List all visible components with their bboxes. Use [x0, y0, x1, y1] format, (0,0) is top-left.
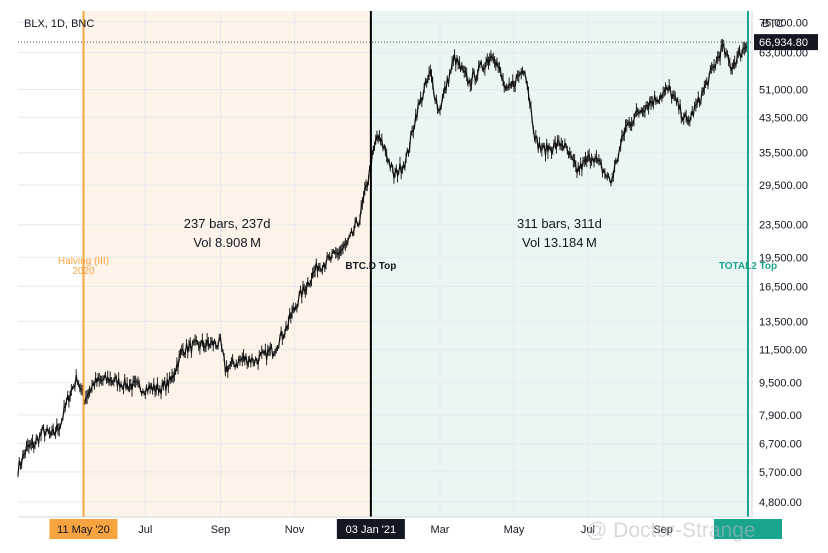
y-tick-label: 13,500.00 [759, 316, 808, 328]
x-highlight-teal [714, 519, 782, 539]
series-layer [17, 36, 752, 478]
range-shade [83, 11, 371, 517]
halving-label: 2020 [72, 266, 95, 277]
total2-top-label: TOTAL2 Top [719, 261, 777, 272]
y-tick-label: 43,500.00 [759, 112, 808, 124]
x-tick-label: Sep [653, 524, 673, 536]
x-tick-label: 03 Jan '21 [346, 524, 396, 536]
y-tick-label: 75,000.00 [759, 17, 808, 29]
y-tick-label: 23,500.00 [759, 220, 808, 232]
x-tick-label: Jul [138, 524, 152, 536]
x-tick-label: Nov [285, 524, 305, 536]
range-shade [370, 11, 748, 517]
price-line [17, 41, 749, 475]
x-tick-label: Sep [211, 524, 231, 536]
y-tick-label: 5,700.00 [759, 467, 802, 479]
x-highlight-orange [49, 519, 118, 539]
range-bars-label: 237 bars, 237d [184, 216, 271, 231]
vertical-lines-layer: Halving (III)2020 BTC.D Top TOTAL2 Top [58, 11, 777, 517]
currency-label: BTC [762, 18, 784, 30]
range-volume-label: Vol 8.908 M [193, 235, 261, 250]
last-price-badge [754, 34, 818, 51]
axis-layer: 75,000.00 63,000.00 51,000.00 43,500.00 35,5… [18, 11, 818, 539]
y-tick-label: 7,900.00 [759, 410, 802, 422]
range-labels-layer: 237 bars, 237d Vol 8.908 M 311 bars, 311d V… [184, 216, 602, 250]
x-tick-label: Mar [431, 524, 450, 536]
x-tick-label: May [504, 524, 525, 536]
y-tick-label: 19,500.00 [759, 252, 808, 264]
range-bars-label: 311 bars, 311d [517, 216, 602, 231]
last-price-label: 66,934.80 [759, 37, 808, 49]
y-tick-label: 35,500.00 [759, 148, 808, 160]
y-tick-label: 11,500.00 [759, 344, 807, 356]
y-tick-label: 9,500.00 [759, 378, 802, 390]
y-tick-label: 6,700.00 [759, 439, 802, 451]
x-tick-label: Jul [581, 524, 595, 536]
watermark: @ Doctor-Strange [586, 519, 756, 542]
symbol-title: BLX, 1D, BNC [24, 18, 94, 30]
x-highlight-black [336, 519, 405, 539]
y-tick-label: 51,000.00 [759, 85, 808, 97]
range-volume-label: Vol 13.184 M [522, 235, 597, 250]
y-tick-label: 4,800.00 [759, 497, 802, 509]
y-tick-label: 29,500.00 [759, 180, 808, 192]
y-tick-label: 63,000.00 [759, 48, 808, 60]
y-tick-label: 16,500.00 [759, 281, 808, 293]
halving-label: Halving (III) [58, 256, 109, 267]
btcd-top-label: BTC.D Top [345, 261, 396, 272]
x-tick-label: 11 May '20 [57, 524, 110, 536]
